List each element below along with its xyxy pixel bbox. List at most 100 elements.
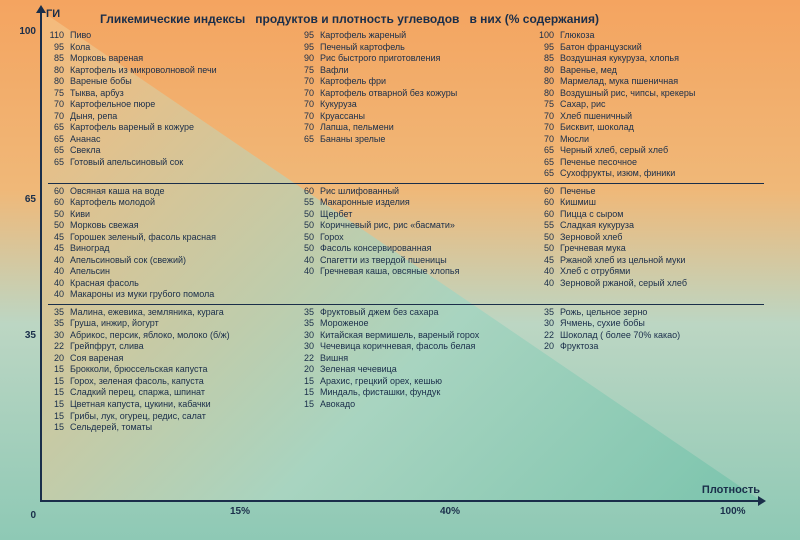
food-row: 50Фасоль консервированная	[298, 243, 528, 255]
food-name: Сахар, рис	[560, 99, 748, 111]
gi-value: 60	[538, 209, 560, 221]
food-name: Морковь вареная	[70, 53, 288, 65]
y-tick: 65	[8, 194, 36, 205]
food-row: 35Фруктовый джем без сахара	[298, 307, 528, 319]
food-row: 40Зерновой ржаной, серый хлеб	[538, 278, 748, 290]
food-row: 22Вишня	[298, 353, 528, 365]
food-name: Шоколад ( более 70% какао)	[560, 330, 748, 342]
gi-value: 50	[298, 209, 320, 221]
gi-value: 90	[298, 53, 320, 65]
food-name: Кишмиш	[560, 197, 748, 209]
food-name: Рис быстрого приготовления	[320, 53, 528, 65]
food-name: Фруктовый джем без сахара	[320, 307, 528, 319]
food-name: Хлеб с отрубями	[560, 266, 748, 278]
food-row: 75Вафли	[298, 65, 528, 77]
gi-value: 95	[298, 30, 320, 42]
food-row: 30Китайская вермишель, вареный горох	[298, 330, 528, 342]
gi-value: 50	[538, 243, 560, 255]
food-row: 70Картофельное пюре	[48, 99, 288, 111]
food-name: Макароны из муки грубого помола	[70, 289, 288, 301]
food-row: 95Картофель жареный	[298, 30, 528, 42]
gi-value: 60	[298, 186, 320, 198]
food-row: 70Лапша, пельмени	[298, 122, 528, 134]
food-row: 50Гречневая мука	[538, 243, 748, 255]
food-row: 40Красная фасоль	[48, 278, 288, 290]
food-name: Сухофрукты, изюм, финики	[560, 168, 748, 180]
gi-value: 22	[538, 330, 560, 342]
gi-value: 65	[538, 157, 560, 169]
x-axis	[40, 500, 760, 502]
title-part: продуктов и плотность углеводов	[255, 12, 459, 26]
food-row: 50Зерновой хлеб	[538, 232, 748, 244]
food-row: 15Сельдерей, томаты	[48, 422, 288, 434]
food-name: Воздушный рис, чипсы, крекеры	[560, 88, 748, 100]
food-name: Вафли	[320, 65, 528, 77]
gi-value: 40	[48, 278, 70, 290]
food-name: Картофель отварной без кожуры	[320, 88, 528, 100]
gi-value: 22	[48, 341, 70, 353]
gi-value: 70	[538, 134, 560, 146]
column: 95Картофель жареный95Печеный картофель90…	[298, 30, 528, 180]
food-name: Пицца с сыром	[560, 209, 748, 221]
food-row: 40Апельсин	[48, 266, 288, 278]
gi-value: 15	[298, 399, 320, 411]
food-name: Овсяная каша на воде	[70, 186, 288, 198]
food-row: 60Печенье	[538, 186, 748, 198]
food-name: Картофель фри	[320, 76, 528, 88]
food-row: 75Сахар, рис	[538, 99, 748, 111]
food-row: 70Мюсли	[538, 134, 748, 146]
gi-value: 40	[298, 266, 320, 278]
food-name: Апельсиновый сок (свежий)	[70, 255, 288, 267]
food-name: Мюсли	[560, 134, 748, 146]
gi-value: 50	[298, 232, 320, 244]
gi-value: 70	[298, 122, 320, 134]
food-name: Зерновой ржаной, серый хлеб	[560, 278, 748, 290]
gi-value: 22	[298, 353, 320, 365]
food-row: 40Хлеб с отрубями	[538, 266, 748, 278]
gi-value: 55	[298, 197, 320, 209]
gi-value: 50	[298, 220, 320, 232]
gi-value: 70	[538, 122, 560, 134]
food-name: Свекла	[70, 145, 288, 157]
gi-value: 30	[48, 330, 70, 342]
food-name: Брокколи, брюссельская капуста	[70, 364, 288, 376]
food-name: Вишня	[320, 353, 528, 365]
food-name: Сладкий перец, спаржа, шпинат	[70, 387, 288, 399]
gi-value: 70	[48, 111, 70, 123]
gi-value: 40	[48, 255, 70, 267]
food-row: 65Картофель вареный в кожуре	[48, 122, 288, 134]
food-name: Фасоль консервированная	[320, 243, 528, 255]
food-name: Хлеб пшеничный	[560, 111, 748, 123]
column: 110Пиво95Кола85Морковь вареная80Картофел…	[48, 30, 288, 180]
food-row: 65Ананас	[48, 134, 288, 146]
food-name: Грибы, лук, огурец, редис, салат	[70, 411, 288, 423]
food-row: 15Арахис, грецкий орех, кешью	[298, 376, 528, 388]
gi-value: 95	[298, 42, 320, 54]
food-row: 100Глюкоза	[538, 30, 748, 42]
gi-value: 70	[298, 111, 320, 123]
y-tick: 0	[8, 510, 36, 521]
gi-value: 20	[48, 353, 70, 365]
food-name: Красная фасоль	[70, 278, 288, 290]
gi-value: 15	[48, 376, 70, 388]
gi-value: 35	[298, 307, 320, 319]
gi-value: 100	[538, 30, 560, 42]
food-name: Печеный картофель	[320, 42, 528, 54]
food-row: 80Мармелад, мука пшеничная	[538, 76, 748, 88]
gi-value: 75	[538, 99, 560, 111]
y-tick: 100	[8, 26, 36, 37]
food-name: Груша, инжир, йогурт	[70, 318, 288, 330]
y-axis-label: ГИ	[46, 8, 60, 20]
gi-value: 15	[48, 364, 70, 376]
food-name: Абрикос, персик, яблоко, молоко (б/ж)	[70, 330, 288, 342]
food-row: 60Овсяная каша на воде	[48, 186, 288, 198]
food-row: 80Вареные бобы	[48, 76, 288, 88]
food-name: Печенье песочное	[560, 157, 748, 169]
food-name: Круассаны	[320, 111, 528, 123]
food-row: 55Макаронные изделия	[298, 197, 528, 209]
food-row: 50Киви	[48, 209, 288, 221]
food-row: 50Коричневый рис, рис «басмати»	[298, 220, 528, 232]
food-row: 55Сладкая кукуруза	[538, 220, 748, 232]
gi-value: 70	[538, 111, 560, 123]
gi-value: 65	[538, 145, 560, 157]
